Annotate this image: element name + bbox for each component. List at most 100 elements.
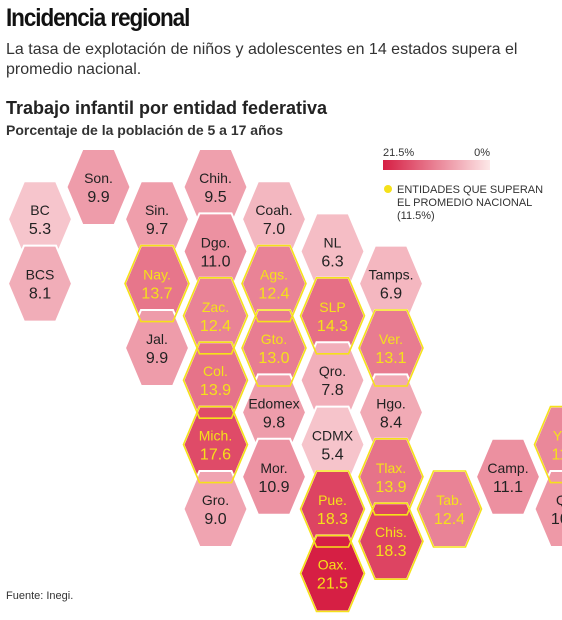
hex-highlight-nay	[124, 244, 190, 323]
hex-label-edomex: Edomex	[248, 395, 299, 411]
hex-value-yuc: 11.9	[552, 447, 562, 464]
hex-value-zac: 12.4	[200, 318, 231, 335]
hex-label-tamps: Tamps.	[368, 267, 413, 283]
page-deck: La tasa de explotación de niños y adoles…	[6, 41, 518, 78]
hex-son	[65, 148, 132, 226]
hex-value-ver: 13.1	[375, 350, 406, 367]
hex-value-edomex: 9.8	[263, 414, 285, 431]
highlight-note-line-3: (11.5%)	[397, 210, 435, 222]
hex-fills	[6, 148, 562, 613]
hex-label-qr: QR	[556, 492, 562, 508]
hex-grid: BC 5.3 BCS 8.1 Son. 9.9 Sin. 9.7 Chih. 9.5 Dgo. 11.…	[6, 148, 562, 613]
hex-highlight-tab	[416, 470, 483, 548]
hex-value-slp: 14.3	[317, 318, 348, 335]
hex-gro	[182, 470, 249, 548]
legend-gradient-bar	[383, 160, 490, 170]
hex-highlight-chis	[358, 502, 424, 581]
hex-label-chis: Chis.	[375, 524, 407, 540]
hex-highlight-ver	[358, 309, 424, 387]
hex-labels: BC 5.3 BCS 8.1 Son. 9.9 Sin. 9.7 Chih. 9.5 Dgo. 11.…	[26, 170, 562, 592]
hex-label-coah: Coah.	[255, 202, 292, 218]
hex-value-nl: 6.3	[321, 253, 343, 270]
hex-label-tlax: Tlax.	[376, 460, 406, 476]
hex-label-bc: BC	[30, 202, 49, 218]
source-note: Fuente: Inegi.	[6, 590, 74, 602]
hex-label-ags: Ags.	[260, 267, 288, 283]
hex-label-dgo: Dgo.	[201, 234, 231, 250]
hex-value-chis: 18.3	[375, 543, 406, 560]
hex-label-sin: Sin.	[145, 202, 169, 218]
highlight-note-line-1: ENTIDADES QUE SUPERAN	[397, 184, 543, 196]
hex-value-pue: 18.3	[317, 511, 348, 528]
chart-title: Trabajo infantil por entidad federativa	[6, 98, 328, 118]
hex-label-oax: Oax.	[318, 556, 348, 572]
hex-value-nay: 13.7	[141, 286, 172, 303]
chart-subtitle: Porcentaje de la población de 5 a 17 año…	[6, 122, 283, 138]
hex-label-gro: Gro.	[202, 492, 229, 508]
hex-highlight-gto	[241, 309, 307, 387]
hex-value-coah: 7.0	[263, 221, 285, 238]
hex-value-bcs: 8.1	[29, 286, 51, 303]
hex-label-hgo: Hgo.	[376, 395, 406, 411]
hex-label-camp: Camp.	[487, 460, 528, 476]
legend-min-label: 0%	[474, 147, 490, 159]
hex-jal	[123, 309, 191, 387]
hex-value-tab: 12.4	[434, 511, 465, 528]
hex-mor	[240, 437, 308, 516]
hex-tab	[416, 470, 483, 548]
hex-label-chih: Chih.	[199, 170, 232, 186]
hex-label-slp: SLP	[319, 299, 345, 315]
hex-value-tamps: 6.9	[380, 286, 402, 303]
hex-value-cdmx: 5.4	[321, 447, 343, 464]
hex-value-gto: 13.0	[258, 350, 289, 367]
hex-value-hgo: 8.4	[380, 414, 402, 431]
hex-label-nay: Nay.	[143, 267, 171, 283]
hex-label-mor: Mor.	[260, 460, 287, 476]
hex-camp	[474, 437, 542, 516]
hex-value-camp: 11.1	[493, 479, 523, 496]
hex-value-qro: 7.8	[321, 382, 343, 399]
hex-label-zac: Zac.	[202, 299, 229, 315]
hex-label-cdmx: CDMX	[312, 428, 354, 444]
hex-value-tlax: 13.9	[375, 479, 406, 496]
hex-label-qro: Qro.	[319, 363, 346, 379]
hex-label-col: Col.	[203, 363, 228, 379]
hex-label-tab: Tab.	[436, 492, 462, 508]
hex-label-nl: NL	[324, 234, 342, 250]
hex-value-qr: 10.2	[551, 511, 562, 528]
legend-max-label: 21.5%	[383, 147, 414, 159]
hex-value-bc: 5.3	[29, 221, 51, 238]
hex-value-mor: 10.9	[258, 479, 289, 496]
hex-qr	[533, 470, 562, 548]
hex-value-chih: 9.5	[204, 189, 226, 206]
hex-value-son: 9.9	[87, 189, 109, 206]
hex-label-son: Son.	[84, 170, 113, 186]
hex-highlight-borders	[124, 244, 562, 613]
color-legend: 21.5% 0% ENTIDADES QUE SUPERAN EL PROMED…	[383, 147, 543, 222]
hex-highlight-slp	[299, 276, 366, 355]
highlight-note-line-2: EL PROMEDIO NACIONAL	[397, 197, 532, 209]
hex-label-mich: Mich.	[199, 428, 232, 444]
hex-value-sin: 9.7	[146, 221, 168, 238]
hex-label-gto: Gto.	[261, 331, 287, 347]
hex-value-gro: 9.0	[204, 511, 226, 528]
hex-highlight-pue	[299, 470, 366, 548]
hex-highlight-ags	[241, 244, 307, 323]
hex-value-dgo: 11.0	[201, 253, 231, 270]
hex-value-oax: 21.5	[317, 575, 348, 592]
highlight-dot-icon	[384, 185, 392, 193]
hex-label-pue: Pue.	[318, 492, 347, 508]
hex-highlight-tlax	[358, 437, 424, 516]
hex-bcs	[6, 244, 74, 323]
hex-value-mich: 17.6	[200, 447, 231, 464]
hex-label-yuc: Yuc.	[553, 428, 562, 444]
hex-highlight-yuc	[533, 405, 562, 484]
hex-highlight-col	[182, 341, 249, 420]
hex-label-ver: Ver.	[379, 331, 403, 347]
page-title: Incidencia regional	[6, 4, 190, 32]
hex-highlight-mich	[182, 405, 249, 484]
hex-label-bcs: BCS	[26, 267, 55, 283]
hex-value-ags: 12.4	[258, 286, 289, 303]
hex-label-jal: Jal.	[146, 331, 168, 347]
